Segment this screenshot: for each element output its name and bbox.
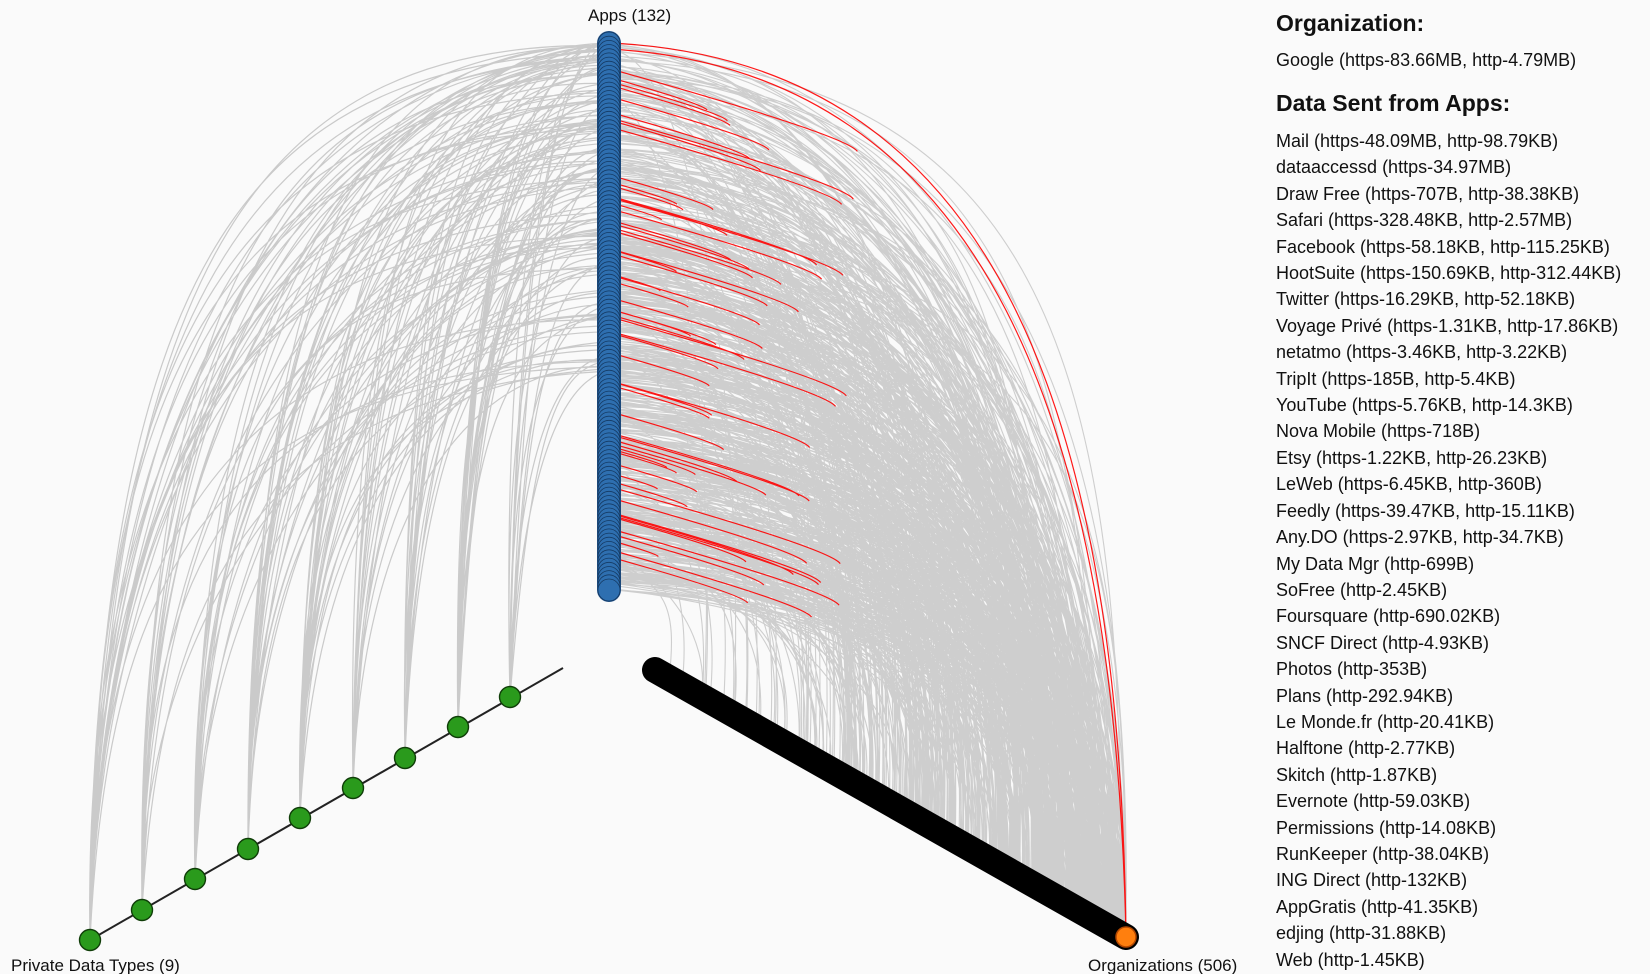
- app-list: Mail (https-48.09MB, http-98.79KB) dataac…: [1276, 128, 1646, 973]
- app-list-item: RunKeeper (http-38.04KB): [1276, 843, 1490, 864]
- private-data-axis-label: Private Data Types (9): [11, 956, 180, 974]
- app-node[interactable]: [597, 578, 621, 602]
- private-data-node[interactable]: [236, 837, 260, 861]
- private-data-node[interactable]: [341, 776, 365, 800]
- app-list-item: Feedly (https-39.47KB, http-15.11KB): [1276, 500, 1575, 521]
- app-list-item: SoFree (http-2.45KB): [1276, 579, 1448, 600]
- app-list-item: Plans (http-292.94KB): [1276, 685, 1454, 706]
- private-data-node[interactable]: [446, 715, 470, 739]
- app-list-item: HootSuite (https-150.69KB, http-312.44KB…: [1276, 263, 1622, 284]
- app-list-item: Nova Mobile (https-718B): [1276, 421, 1481, 442]
- hive-plot: Apps (132) Private Data Types (9) Organi…: [11, 6, 1237, 974]
- app-organization-links: [608, 42, 1127, 937]
- app-private-data-links: [89, 42, 610, 941]
- app-list-item: Foursquare (http-690.02KB): [1276, 606, 1501, 627]
- app-list-item: Draw Free (https-707B, http-38.38KB): [1276, 183, 1580, 204]
- private-data-node[interactable]: [78, 928, 102, 952]
- app-list-item: Web (http-1.45KB): [1276, 949, 1425, 970]
- app-list-item: ING Direct (http-132KB): [1276, 870, 1468, 891]
- organization-heading: Organization:: [1276, 10, 1425, 36]
- app-list-item: SNCF Direct (http-4.93KB): [1276, 632, 1490, 653]
- app-list-item: dataaccessd (https-34.97MB): [1276, 157, 1512, 178]
- private-data-nodes: [78, 685, 522, 952]
- app-list-item: LeWeb (https-6.45KB, http-360B): [1276, 474, 1542, 495]
- apps-axis-label: Apps (132): [588, 6, 671, 25]
- highlighted-links: [608, 42, 1127, 938]
- app-list-item: TripIt (https-185B, http-5.4KB): [1276, 368, 1516, 389]
- organizations-axis-line: [642, 657, 1139, 950]
- private-data-node[interactable]: [130, 898, 154, 922]
- app-nodes: [597, 31, 621, 602]
- private-data-node[interactable]: [183, 867, 207, 891]
- app-list-item: Safari (https-328.48KB, http-2.57MB): [1276, 210, 1573, 231]
- app-list-item: My Data Mgr (http-699B): [1276, 553, 1475, 574]
- private-data-node[interactable]: [288, 806, 312, 830]
- app-list-item: AppGratis (http-41.35KB): [1276, 896, 1479, 917]
- private-data-node[interactable]: [498, 685, 522, 709]
- app-list-item: Le Monde.fr (http-20.41KB): [1276, 711, 1495, 732]
- info-panel: Organization: Google (https-83.66MB, htt…: [1276, 8, 1646, 973]
- apps-heading: Data Sent from Apps:: [1276, 90, 1511, 116]
- app-list-item: Etsy (https-1.22KB, http-26.23KB): [1276, 447, 1548, 468]
- app-list-item: Voyage Privé (https-1.31KB, http-17.86KB…: [1276, 315, 1619, 336]
- app-list-item: Any.DO (https-2.97KB, http-34.7KB): [1276, 527, 1564, 548]
- app-list-item: Halftone (http-2.77KB): [1276, 738, 1456, 759]
- app-list-item: Photos (http-353B): [1276, 659, 1428, 680]
- app-list-item: Twitter (https-16.29KB, http-52.18KB): [1276, 289, 1576, 310]
- app-list-item: Permissions (http-14.08KB): [1276, 817, 1497, 838]
- app-list-item: Facebook (https-58.18KB, http-115.25KB): [1276, 236, 1610, 257]
- organizations-axis-label: Organizations (506): [1088, 956, 1237, 974]
- app-list-item: edjing (http-31.88KB): [1276, 923, 1447, 944]
- app-list-item: Mail (https-48.09MB, http-98.79KB): [1276, 131, 1559, 151]
- app-list-item: Evernote (http-59.03KB): [1276, 791, 1471, 812]
- app-list-item: Skitch (http-1.87KB): [1276, 764, 1438, 785]
- app-list-item: netatmo (https-3.46KB, http-3.22KB): [1276, 342, 1568, 363]
- private-data-axis-line: [89, 667, 564, 941]
- organization-value: Google (https-83.66MB, http-4.79MB): [1276, 50, 1577, 70]
- app-list-item: YouTube (https-5.76KB, http-14.3KB): [1276, 395, 1573, 416]
- organization-node-google[interactable]: [1115, 926, 1137, 948]
- private-data-node[interactable]: [393, 746, 417, 770]
